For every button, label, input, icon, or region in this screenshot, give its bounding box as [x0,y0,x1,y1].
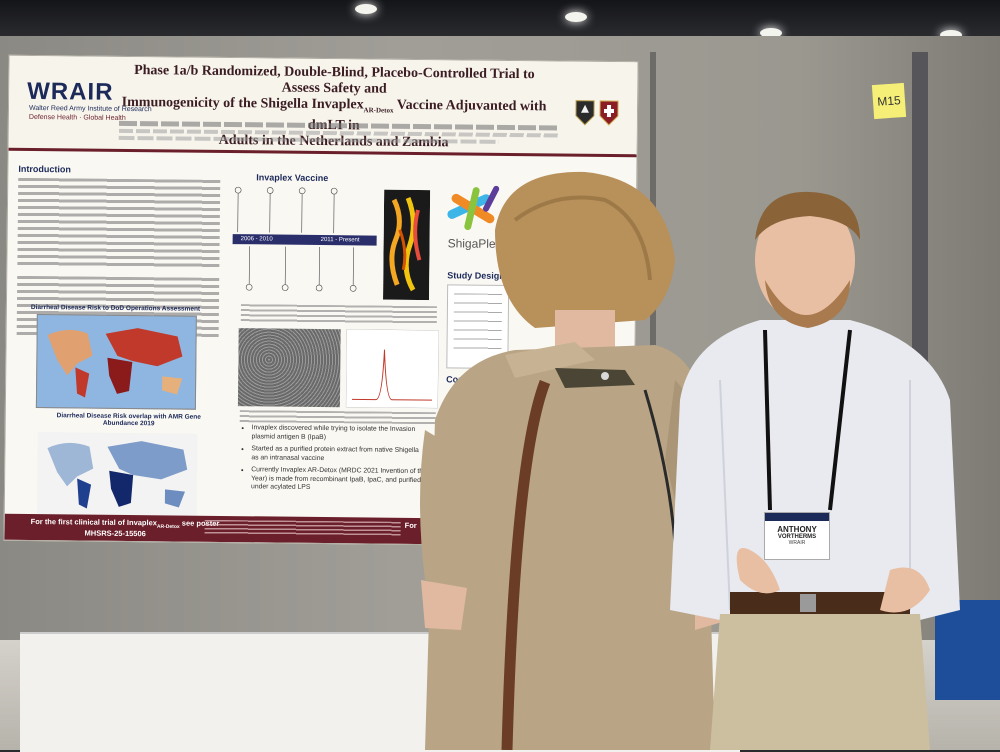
presenting-man [660,180,980,750]
footer-poster-code: MHSRS-25-15506 [85,529,146,539]
world-risk-map [36,314,197,410]
logo-tagline: Defense Health · Global Health [29,114,126,122]
timeline-period-1: 2006 - 2010 [241,234,273,244]
introduction-heading: Introduction [18,164,71,175]
ceiling-light [355,4,377,14]
badge-org: WRAIR [765,540,829,546]
title-line-2: Immunogenicity of the Shigella Invaplex [122,95,364,113]
timeline-period-2: 2011 - Present [321,235,360,245]
ceiling-light [565,12,587,22]
invaplex-heading: Invaplex Vaccine [256,172,328,183]
sticky-note: M15 [872,83,906,119]
medical-emblem-icon [599,100,619,126]
badge-name: ANTHONY [765,525,829,534]
badge-header [765,513,829,521]
footer-line-1: For the first clinical trial of Invaplex [31,517,157,527]
tem-micrograph [238,328,341,407]
title-subscript: AR-Detox [364,106,394,114]
footer-disclaimer [205,520,401,536]
wrair-logo: WRAIR [27,78,114,107]
footer-subscript: AR-Detox [157,524,180,530]
ceiling [0,0,1000,40]
timeline-bar: 2006 - 2010 2011 - Present [233,234,377,246]
poster-header: WRAIR Walter Reed Army Institute of Rese… [9,56,638,158]
name-badge: ANTHONY VORTHERMS WRAIR [764,512,830,560]
army-emblem-icon [575,100,595,126]
map2-title: Diarrheal Disease Risk overlap with AMR … [54,412,204,428]
title-line-1: Phase 1a/b Randomized, Double-Blind, Pla… [134,63,535,97]
world-amr-map [37,432,198,516]
